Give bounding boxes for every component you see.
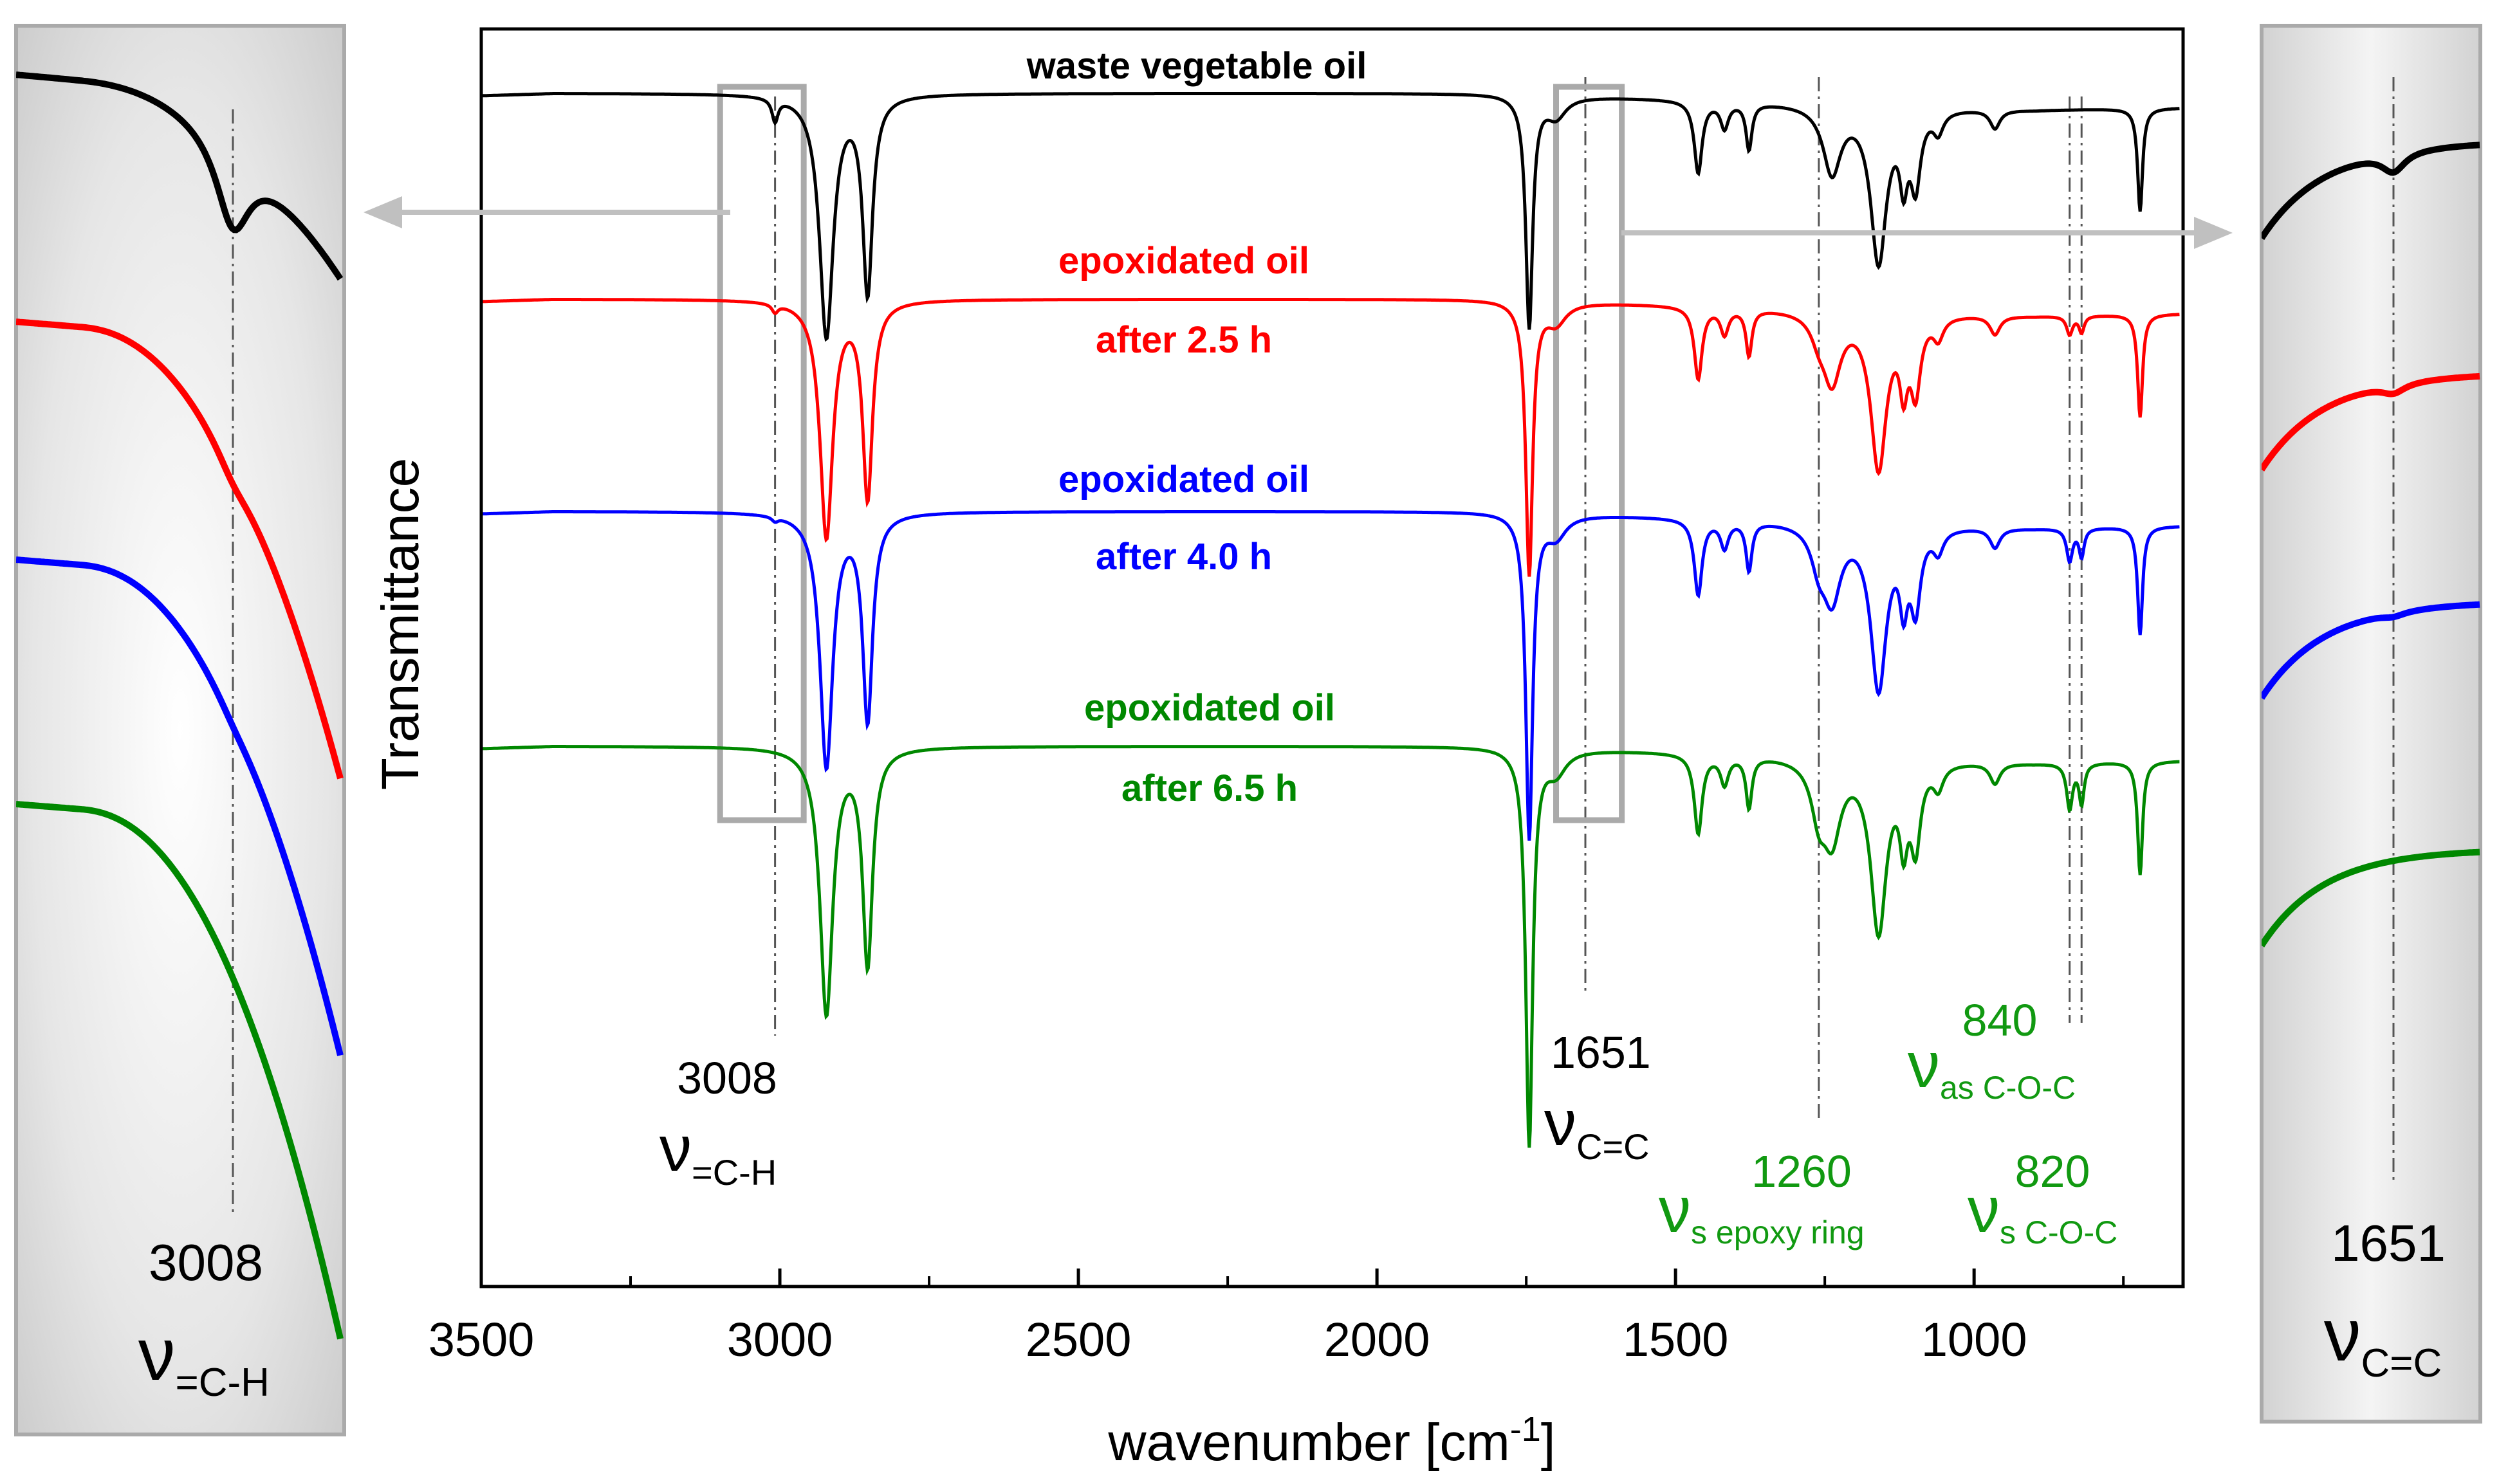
main-spectra	[481, 92, 2180, 1148]
peak-guide-lines	[232, 77, 2395, 1216]
peak-820-value: 820	[2015, 1146, 2090, 1196]
spectrum-line-3	[481, 745, 2180, 1148]
right-inset-curve-0	[2262, 142, 2480, 241]
x-tick-label-1000: 1000	[1921, 1313, 2027, 1366]
x-tick-label-2000: 2000	[1324, 1313, 1430, 1366]
series-label-2-5h-line1: epoxidated oil	[1058, 240, 1309, 282]
peak-840-symbol: νas C-O-C	[1908, 1029, 2076, 1106]
zoom-arrows	[364, 196, 2233, 249]
peak-1651-value: 1651	[1551, 1027, 1651, 1077]
left-inset-curve-3	[16, 801, 344, 1340]
right-arrow-head	[2194, 217, 2233, 249]
inset-labels: 3008 ν=C-H 1651 νC=C	[138, 1214, 2446, 1405]
zoom-boxes	[717, 84, 1625, 823]
series-label-waste-oil: waste vegetable oil	[1026, 45, 1367, 87]
x-axis: 3500 3000 2500 2000 1500 1000	[429, 1269, 2125, 1366]
series-label-4-0h-line2: after 4.0 h	[1096, 536, 1272, 578]
left-inset-curve-1	[16, 318, 344, 780]
y-axis-label: Transmittance	[371, 458, 430, 790]
spectrum-line-0	[481, 92, 2180, 342]
spectrum-line-2	[481, 510, 2180, 841]
peak-3008-symbol: ν=C-H	[659, 1113, 777, 1193]
zoom-box-left	[717, 84, 807, 823]
left-arrow-head	[364, 196, 402, 228]
left-inset-panel	[14, 24, 346, 1436]
left-inset-curves	[16, 71, 344, 1340]
left-inset-curve-0	[16, 71, 344, 281]
peak-annotations: 3008 ν=C-H 1651 νC=C 1260 νs epoxy ring …	[659, 995, 2117, 1250]
left-inset-symbol: ν=C-H	[138, 1314, 270, 1405]
x-tick-label-3500: 3500	[429, 1313, 535, 1366]
right-inset-panel	[2260, 24, 2482, 1424]
series-label-2-5h-line2: after 2.5 h	[1096, 319, 1272, 361]
x-tick-label-3000: 3000	[727, 1313, 833, 1366]
plot-frame	[479, 27, 2185, 1288]
right-inset-curve-3	[2262, 848, 2480, 948]
series-label-6-5h-line1: epoxidated oil	[1084, 687, 1335, 729]
right-inset-curve-1	[2262, 372, 2480, 472]
peak-820-symbol: νs C-O-C	[1968, 1174, 2117, 1250]
peak-1651-symbol: νC=C	[1544, 1087, 1650, 1167]
peak-840-value: 840	[1962, 995, 2038, 1045]
series-label-4-0h-line1: epoxidated oil	[1058, 459, 1309, 500]
x-axis-label: wavenumber [cm-1]	[1107, 1410, 1555, 1472]
peak-1260-symbol: νs epoxy ring	[1659, 1174, 1865, 1250]
spectrum-line-1	[481, 298, 2180, 577]
zoom-box-right	[1553, 84, 1625, 823]
right-inset-symbol: νC=C	[2324, 1294, 2442, 1386]
series-labels: waste vegetable oil epoxidated oil after…	[1026, 45, 1367, 809]
right-inset-curves	[2262, 142, 2480, 948]
right-inset-value: 1651	[2331, 1214, 2446, 1272]
right-inset-curve-2	[2262, 601, 2480, 700]
left-inset-curve-2	[16, 556, 344, 1056]
left-inset-value: 3008	[149, 1234, 263, 1291]
series-label-6-5h-line2: after 6.5 h	[1121, 767, 1298, 809]
peak-3008-value: 3008	[677, 1053, 777, 1103]
x-tick-label-2500: 2500	[1026, 1313, 1132, 1366]
peak-1260-value: 1260	[1751, 1146, 1852, 1196]
x-tick-label-1500: 1500	[1623, 1313, 1729, 1366]
